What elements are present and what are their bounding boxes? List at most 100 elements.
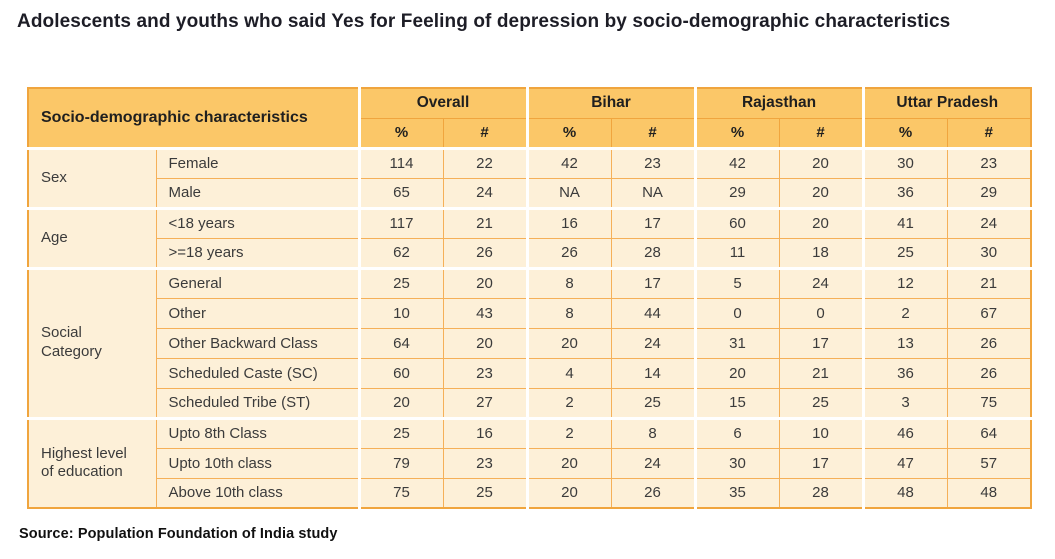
data-cell: 25 [778, 387, 864, 419]
data-cell: 117 [357, 206, 444, 239]
data-cell: 30 [861, 146, 948, 179]
subcol-header-count: # [778, 117, 864, 149]
data-cell: 17 [610, 206, 696, 239]
col-group-rajasthan: Rajasthan [693, 87, 864, 119]
data-cell: 20 [778, 146, 864, 179]
data-cell: 23 [442, 447, 528, 479]
data-cell: 79 [357, 447, 444, 479]
data-cell: 75 [946, 387, 1032, 419]
table-row: >=18 years 62 26 26 28 11 18 25 30 [28, 237, 1032, 269]
row-label: Scheduled Tribe (ST) [155, 387, 360, 419]
row-label: <18 years [155, 206, 360, 239]
data-cell: 17 [610, 266, 696, 299]
data-cell: 26 [610, 477, 696, 509]
page-title: Adolescents and youths who said Yes for … [17, 11, 951, 32]
data-cell: 28 [778, 477, 864, 509]
data-cell: 27 [442, 387, 528, 419]
data-cell: 21 [442, 206, 528, 239]
table-row: Above 10th class 75 25 20 26 35 28 48 48 [28, 477, 1032, 509]
data-cell: 75 [357, 477, 444, 509]
subcol-header-row: % # % # % # % # [28, 117, 1032, 149]
data-cell: 0 [693, 297, 780, 329]
data-cell: 5 [693, 266, 780, 299]
data-cell: 62 [357, 237, 444, 269]
data-cell: 16 [442, 416, 528, 449]
data-cell: 8 [525, 266, 612, 299]
table-row: Scheduled Tribe (ST) 20 27 2 25 15 25 3 75 [28, 387, 1032, 419]
col-group-overall: Overall [357, 87, 528, 119]
data-cell: 11 [693, 237, 780, 269]
row-label: Other Backward Class [155, 327, 360, 359]
data-cell: 4 [525, 357, 612, 389]
data-cell: 31 [693, 327, 780, 359]
data-cell: 25 [442, 477, 528, 509]
data-cell: 36 [861, 177, 948, 209]
corner-header: Socio-demographic characteristics [27, 87, 360, 149]
row-label: Female [155, 146, 360, 179]
subcol-header-count: # [442, 117, 528, 149]
data-cell: 10 [778, 416, 864, 449]
data-cell: 44 [610, 297, 696, 329]
data-cell: 2 [525, 387, 612, 419]
data-cell: 26 [946, 327, 1032, 359]
table-row: Other 10 43 8 44 0 0 2 67 [28, 297, 1032, 329]
table-row: Social Category General 25 20 8 17 5 24 12 21 [27, 266, 1032, 419]
data-cell: 25 [357, 416, 444, 449]
data-cell: 48 [946, 477, 1032, 509]
row-label: >=18 years [155, 237, 360, 269]
row-label: Male [155, 177, 360, 209]
subcol-header-percent: % [357, 117, 444, 149]
data-cell: 15 [693, 387, 780, 419]
data-cell: 14 [610, 357, 696, 389]
row-group-label: Social Category [27, 266, 157, 419]
subcol-header-count: # [610, 117, 696, 149]
depression-table: Socio-demographic characteristics Overal… [27, 87, 1032, 509]
row-group-label: Age [27, 206, 157, 269]
data-cell: 0 [778, 297, 864, 329]
data-cell: 114 [357, 146, 444, 179]
data-cell: 3 [861, 387, 948, 419]
data-cell: NA [610, 177, 696, 209]
data-cell: 28 [610, 237, 696, 269]
data-cell: 26 [946, 357, 1032, 389]
data-cell: 16 [525, 206, 612, 239]
data-cell: 57 [946, 447, 1032, 479]
data-cell: 48 [861, 477, 948, 509]
row-group-label: Highest level of education [27, 416, 157, 509]
col-group-bihar: Bihar [525, 87, 696, 119]
data-cell: 20 [525, 477, 612, 509]
data-cell: 64 [946, 416, 1032, 449]
data-cell: 6 [693, 416, 780, 449]
data-cell: 42 [525, 146, 612, 179]
data-cell: 29 [946, 177, 1032, 209]
data-cell: 20 [357, 387, 444, 419]
data-cell: 67 [946, 297, 1032, 329]
row-label: Other [155, 297, 360, 329]
table-row: Sex Female 114 22 42 23 42 20 30 23 [27, 146, 1032, 209]
data-cell: 65 [357, 177, 444, 209]
data-cell: 13 [861, 327, 948, 359]
data-cell: 30 [693, 447, 780, 479]
data-cell: 20 [693, 357, 780, 389]
data-cell: 29 [693, 177, 780, 209]
data-cell: 43 [442, 297, 528, 329]
data-cell: 23 [610, 146, 696, 179]
row-label: Scheduled Caste (SC) [155, 357, 360, 389]
table-row: Male 65 24 NA NA 29 20 36 29 [28, 177, 1032, 209]
data-cell: 25 [610, 387, 696, 419]
data-cell: 23 [442, 357, 528, 389]
row-label: Upto 10th class [155, 447, 360, 479]
data-cell: 26 [442, 237, 528, 269]
data-cell: 24 [610, 327, 696, 359]
table-row: Age <18 years 117 21 16 17 60 20 41 24 [27, 206, 1032, 269]
data-cell: 25 [357, 266, 444, 299]
subcol-header-percent: % [693, 117, 780, 149]
data-cell: 36 [861, 357, 948, 389]
subcol-header-count: # [946, 117, 1032, 149]
data-cell: NA [525, 177, 612, 209]
data-cell: 46 [861, 416, 948, 449]
col-group-uttar-pradesh: Uttar Pradesh [861, 87, 1032, 119]
data-cell: 24 [778, 266, 864, 299]
row-group-label: Sex [27, 146, 157, 209]
data-cell: 2 [861, 297, 948, 329]
